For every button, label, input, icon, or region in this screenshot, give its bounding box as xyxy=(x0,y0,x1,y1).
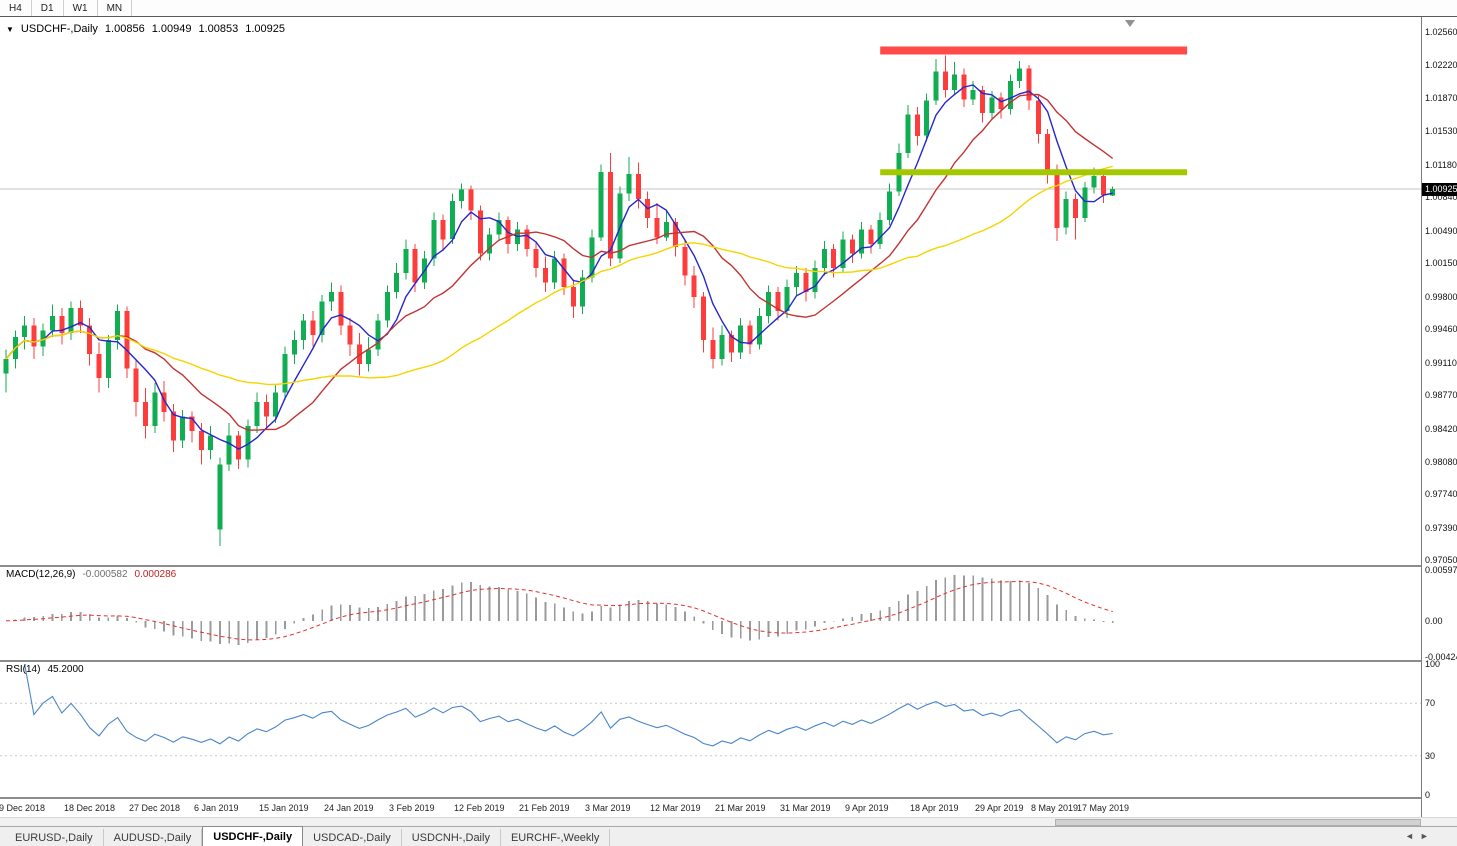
timeframe-toolbar: H4 D1 W1 MN xyxy=(0,0,1457,17)
ohlc-low: 1.00853 xyxy=(198,23,239,35)
date-label: 24 Jan 2019 xyxy=(324,803,374,813)
chart-tab-eurchf-weekly[interactable]: EURCHF-,Weekly xyxy=(500,829,611,846)
price-axis-tick: 1.02560 xyxy=(1425,27,1457,37)
price-axis-tick: 0.99460 xyxy=(1425,324,1457,334)
date-label: 18 Dec 2018 xyxy=(64,803,116,813)
panel-separator[interactable] xyxy=(0,565,1457,567)
macd-label: MACD(12,26,9) -0.000582 0.000286 xyxy=(6,569,176,580)
horizontal-scrollbar[interactable] xyxy=(0,817,1457,826)
rsi-value: 45.2000 xyxy=(47,664,84,675)
rsi-axis-tick: 0 xyxy=(1425,790,1431,800)
date-label: 18 Apr 2019 xyxy=(910,803,959,813)
price-axis-tick: 1.02220 xyxy=(1425,60,1457,70)
rsi-line xyxy=(24,663,1113,747)
price-axis-tick: 0.97050 xyxy=(1425,555,1457,565)
price-axis-tick: 0.99110 xyxy=(1425,358,1457,368)
chart-tab-bar: EURUSD-,Daily AUDUSD-,Daily USDCHF-,Daily U… xyxy=(0,826,1457,846)
chart-shift-marker-icon[interactable] xyxy=(1125,20,1135,27)
price-axis-tick: 0.97740 xyxy=(1425,489,1457,499)
ma-line-5 xyxy=(5,84,1113,450)
panel-separator[interactable] xyxy=(0,660,1457,662)
date-label: 27 Dec 2018 xyxy=(129,803,181,813)
scrollbar-thumb[interactable] xyxy=(1055,819,1421,826)
date-label: 21 Feb 2019 xyxy=(519,803,570,813)
tab-scroll-left-icon[interactable]: ◄ xyxy=(1405,831,1414,841)
price-axis-tick: 1.01180 xyxy=(1425,160,1457,170)
date-label: 3 Mar 2019 xyxy=(585,803,631,813)
macd-axis-tick: 0.00597 xyxy=(1425,565,1457,575)
price-axis-tick: 1.00840 xyxy=(1425,192,1457,202)
price-axis-tick: 0.99800 xyxy=(1425,292,1457,302)
price-axis-tick: 1.00490 xyxy=(1425,226,1457,236)
timeframe-button-w1[interactable]: W1 xyxy=(64,0,98,16)
ohlc-open: 1.00856 xyxy=(104,23,145,35)
price-axis-tick: 0.98080 xyxy=(1425,457,1457,467)
ohlc-close: 1.00925 xyxy=(245,23,285,35)
panel-separator[interactable] xyxy=(0,797,1457,799)
date-label: 31 Mar 2019 xyxy=(780,803,831,813)
date-label: 9 Apr 2019 xyxy=(845,803,889,813)
macd-histogram xyxy=(14,575,1114,645)
tab-scroll-arrows: ◄ ► xyxy=(1405,831,1429,841)
chart-tab-usdcad-daily[interactable]: USDCAD-,Daily xyxy=(303,829,402,846)
date-label: 21 Mar 2019 xyxy=(715,803,766,813)
date-label: 17 May 2019 xyxy=(1077,803,1130,813)
collapse-triangle-icon[interactable]: ▼ xyxy=(6,24,14,34)
date-axis[interactable]: 9 Dec 2018 18 Dec 2018 27 Dec 2018 6 Jan 20… xyxy=(0,799,1421,817)
chart-symbol: USDCHF-,Daily xyxy=(20,23,98,35)
price-axis[interactable]: 1.00925 1.02560 1.02220 1.01870 1.01530 1.01… xyxy=(1421,17,1457,817)
price-axis-tick: 1.01530 xyxy=(1425,126,1457,136)
rsi-panel[interactable]: RSI(14) 45.2000 xyxy=(0,662,1421,797)
timeframe-button-h4[interactable]: H4 xyxy=(0,0,32,16)
timeframe-button-d1[interactable]: D1 xyxy=(32,0,64,16)
date-label: 9 Dec 2018 xyxy=(0,803,46,813)
macd-panel[interactable]: MACD(12,26,9) -0.000582 0.000286 xyxy=(0,567,1421,660)
price-axis-tick: 1.01870 xyxy=(1425,93,1457,103)
rsi-chart[interactable] xyxy=(0,662,1421,797)
rsi-label: RSI(14) 45.2000 xyxy=(6,664,84,675)
timeframe-button-mn[interactable]: MN xyxy=(98,0,133,16)
candlestick-chart[interactable] xyxy=(0,17,1421,565)
price-axis-tick: 1.00150 xyxy=(1425,258,1457,268)
macd-signal-value: 0.000286 xyxy=(134,569,177,580)
price-axis-tick: 0.98770 xyxy=(1425,390,1457,400)
chart-tab-usdchf-daily[interactable]: USDCHF-,Daily xyxy=(202,826,304,846)
date-label: 29 Apr 2019 xyxy=(975,803,1024,813)
rsi-name: RSI(14) xyxy=(6,664,41,675)
macd-chart[interactable] xyxy=(0,567,1421,660)
macd-value: -0.000582 xyxy=(82,569,128,580)
rsi-axis-tick: 30 xyxy=(1425,751,1436,761)
rsi-axis-tick: 70 xyxy=(1425,698,1436,708)
candles-layer xyxy=(3,55,1116,546)
macd-signal-line xyxy=(5,580,1113,641)
date-label: 6 Jan 2019 xyxy=(194,803,239,813)
date-label: 3 Feb 2019 xyxy=(389,803,435,813)
ohlc-high: 1.00949 xyxy=(151,23,192,35)
rsi-axis-tick: 100 xyxy=(1425,659,1441,669)
macd-name: MACD(12,26,9) xyxy=(6,569,76,580)
date-label: 15 Jan 2019 xyxy=(259,803,309,813)
chart-tab-eurusd-daily[interactable]: EURUSD-,Daily xyxy=(5,829,104,846)
macd-axis-tick: 0.00 xyxy=(1425,616,1443,626)
price-axis-tick: 0.97390 xyxy=(1425,523,1457,533)
date-label: 8 May 2019 xyxy=(1031,803,1079,813)
chart-title: ▼ USDCHF-,Daily 1.00856 1.00949 1.00853 … xyxy=(6,23,285,35)
date-label: 12 Feb 2019 xyxy=(454,803,505,813)
date-label: 12 Mar 2019 xyxy=(650,803,701,813)
tab-scroll-right-icon[interactable]: ► xyxy=(1419,831,1429,841)
ma-line-13 xyxy=(5,93,1114,431)
chart-tab-audusd-daily[interactable]: AUDUSD-,Daily xyxy=(103,829,203,846)
current-price-tag: 1.00925 xyxy=(1422,183,1457,196)
macd-axis-tick: -0.00424 xyxy=(1425,652,1457,662)
main-chart-area[interactable]: ▼ USDCHF-,Daily 1.00856 1.00949 1.00853 … xyxy=(0,17,1421,565)
price-axis-tick: 0.98420 xyxy=(1425,424,1457,434)
chart-tab-usdcnh-daily[interactable]: USDCNH-,Daily xyxy=(401,829,501,846)
ma-line-34 xyxy=(5,165,1113,386)
